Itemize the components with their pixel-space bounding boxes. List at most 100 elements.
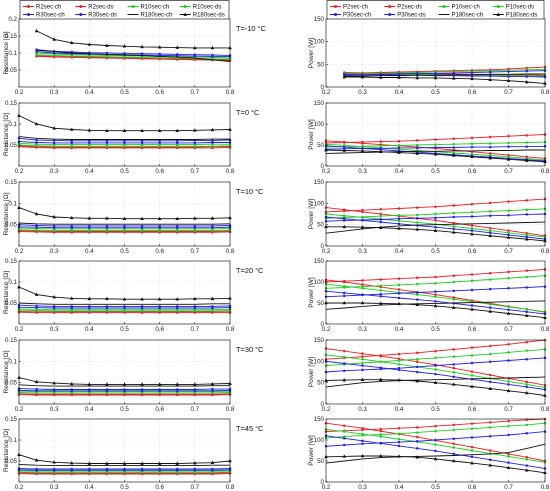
x-tick-label: 0.6 — [468, 484, 477, 491]
x-tick-label: 0.6 — [468, 168, 477, 175]
x-tick-label: 0.3 — [50, 326, 59, 333]
resistance-plot-1: 0.2 0.3 0.4 0.5 0.6 0.7 0.8 0.05 0.1 0.15 0.2 Resis… — [3, 16, 235, 96]
data-point — [470, 74, 474, 78]
data-point — [434, 368, 437, 371]
data-point — [176, 224, 179, 228]
data-point — [343, 430, 346, 433]
data-point — [379, 366, 382, 369]
data-point — [379, 214, 382, 218]
data-point — [525, 275, 528, 279]
data-point — [525, 432, 528, 435]
temperature-label: T=20 °C — [236, 266, 264, 275]
data-point — [470, 229, 474, 232]
data-point — [433, 456, 438, 461]
data-point — [507, 214, 510, 217]
data-point — [193, 305, 197, 308]
data-point — [343, 214, 346, 217]
data-point — [379, 354, 382, 358]
legend-marker — [79, 13, 83, 16]
data-point — [488, 386, 493, 390]
y-axis-label: Power [W] — [308, 357, 315, 388]
legend-marker — [388, 13, 392, 16]
data-point — [507, 200, 510, 203]
data-point — [489, 70, 492, 74]
data-point — [123, 141, 126, 145]
data-point — [397, 352, 401, 356]
data-point — [488, 233, 493, 238]
x-tick-label: 0.3 — [358, 406, 367, 413]
data-point — [397, 454, 401, 458]
data-point — [452, 366, 455, 370]
data-point — [35, 304, 38, 308]
data-point — [140, 139, 144, 143]
data-point — [434, 225, 437, 229]
y-tick-label: 150 — [314, 100, 325, 107]
data-point — [452, 289, 455, 293]
data-point — [525, 423, 528, 427]
data-point — [105, 128, 109, 133]
data-point — [525, 380, 528, 384]
data-point — [489, 210, 492, 213]
data-point — [140, 467, 144, 471]
legend-marker — [496, 5, 500, 8]
data-point — [87, 42, 92, 46]
x-tick-label: 0.2 — [15, 248, 24, 255]
data-point — [70, 305, 73, 308]
data-point — [158, 141, 161, 145]
data-point — [470, 354, 474, 357]
y-tick-label: 0.15 — [5, 416, 18, 423]
data-point — [397, 75, 401, 79]
y-axis-label: Resistance [Ω] — [3, 350, 10, 393]
data-point — [88, 139, 91, 143]
y-tick-label: 0 — [321, 401, 325, 408]
data-point — [416, 206, 419, 209]
data-point — [489, 229, 492, 232]
data-point — [379, 360, 382, 364]
y-tick-label: 0.15 — [5, 33, 18, 40]
x-tick-label: 0.6 — [155, 406, 164, 413]
data-point — [434, 429, 437, 433]
data-point — [105, 224, 109, 228]
data-point — [525, 199, 528, 202]
y-tick-label: 0.05 — [5, 67, 18, 74]
data-point — [361, 361, 364, 365]
data-point — [158, 224, 161, 228]
y-tick-label: 0.1 — [8, 200, 17, 207]
data-point — [416, 351, 419, 355]
data-point — [379, 278, 382, 281]
data-point — [211, 387, 214, 391]
data-point — [361, 364, 364, 367]
resistance-plot-5: 0.2 0.3 0.4 0.5 0.6 0.7 0.8 0.05 0.1 0.15 Resistan… — [3, 337, 235, 413]
series-line-R2sec-ds — [36, 55, 231, 61]
data-point — [489, 271, 492, 275]
x-tick-label: 0.7 — [191, 484, 200, 491]
data-point — [360, 148, 365, 153]
data-point — [123, 467, 126, 471]
data-point — [379, 208, 382, 211]
legend-label: R180sec-ch — [141, 13, 173, 19]
data-point — [379, 218, 382, 221]
data-point — [489, 426, 492, 429]
data-point — [524, 390, 529, 395]
data-point — [52, 126, 56, 130]
data-point — [211, 467, 214, 471]
data-point — [379, 289, 382, 292]
legend-marker — [496, 12, 501, 16]
data-point — [434, 205, 437, 208]
data-point — [416, 440, 419, 443]
data-point — [416, 291, 419, 294]
y-axis-label: Resistance [Ω] — [3, 31, 10, 74]
y-tick-label: 0.15 — [5, 179, 18, 186]
data-point — [507, 351, 510, 354]
data-point — [525, 134, 528, 137]
data-point — [397, 368, 401, 372]
data-point — [105, 305, 109, 308]
y-tick-label: 50 — [317, 222, 324, 229]
data-point — [140, 382, 144, 386]
y-tick-label: 0.05 — [5, 142, 18, 149]
data-point — [342, 75, 347, 79]
data-point — [489, 306, 492, 309]
data-point — [434, 424, 437, 428]
data-point — [193, 467, 197, 471]
x-tick-label: 0.2 — [15, 406, 24, 413]
